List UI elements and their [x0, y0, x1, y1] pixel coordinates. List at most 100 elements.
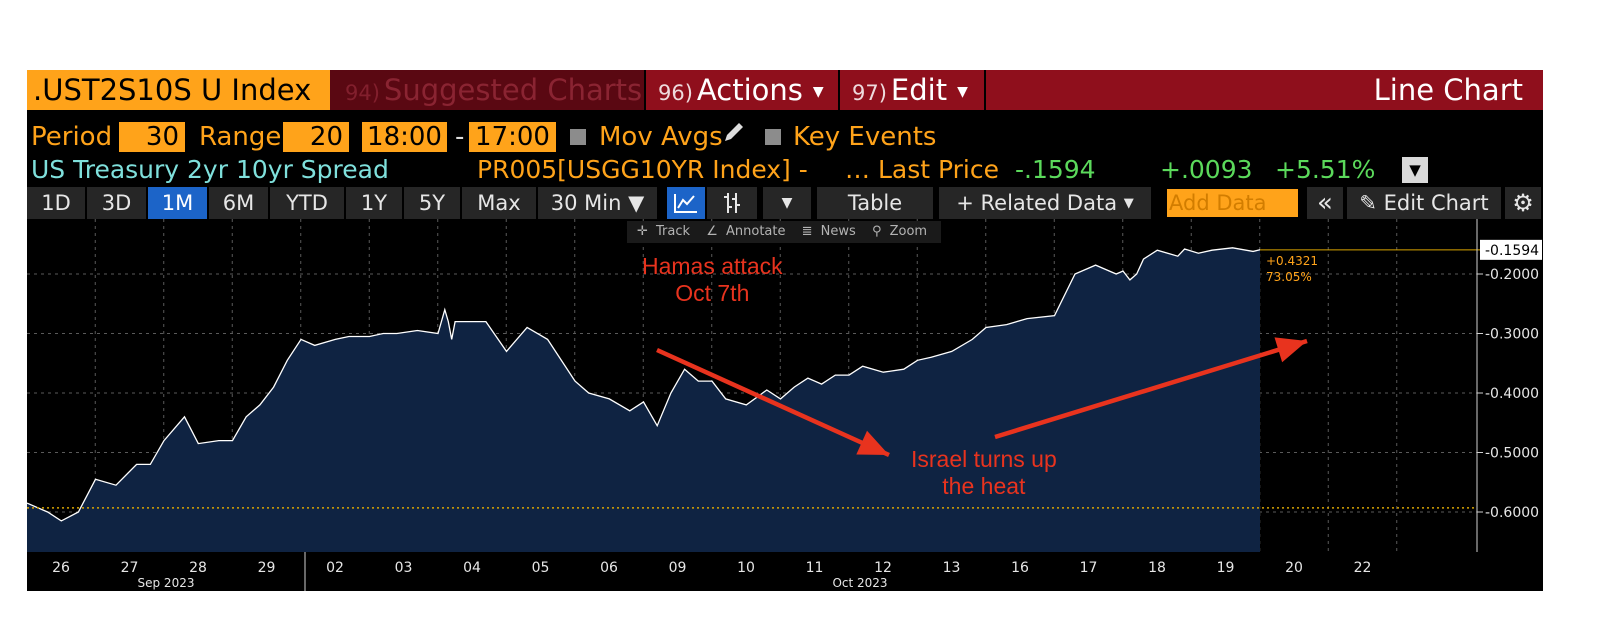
related-data-button[interactable]: + Related Data ▼ — [939, 187, 1153, 219]
key-events-label: Key Events — [793, 122, 937, 152]
arrow-down-head — [856, 430, 889, 455]
annotation-arrows — [656, 337, 1308, 458]
y-tick-label-0: -0.2000 — [1485, 267, 1539, 283]
x-tick-label-10: 10 — [737, 560, 755, 576]
period-button-1d[interactable]: 1D — [27, 187, 87, 219]
start-time-input[interactable]: 18:00 — [362, 122, 447, 152]
period-input[interactable]: 30 — [119, 122, 185, 152]
x-tick-label-6: 04 — [463, 560, 481, 576]
suggested-charts-button[interactable]: 94) Suggested Charts — [330, 70, 646, 110]
stat-change-label: +0.4321 — [1266, 254, 1318, 268]
stat-labels: +0.4321 73.05% — [1266, 254, 1318, 284]
period-button-6m[interactable]: 6M — [209, 187, 270, 219]
edit-menu[interactable]: 97) Edit ▼ — [842, 70, 986, 110]
x-tick-label-14: 16 — [1011, 560, 1029, 576]
title-bar: .UST2S10S U Index 94) Suggested Charts 96… — [27, 70, 1543, 110]
period-button-5y[interactable]: 5Y — [404, 187, 462, 219]
annotation-hamas-line2: Oct 7th — [675, 280, 750, 306]
news-button[interactable]: ≣ News — [801, 224, 856, 239]
edit-number: 97) — [852, 81, 887, 105]
edit-caret-icon: ▼ — [957, 84, 968, 100]
key-events-checkbox[interactable] — [765, 129, 781, 145]
track-button[interactable]: ✛ Track — [637, 224, 691, 239]
chart-style-dropdown-icon[interactable]: ▼ — [763, 187, 813, 219]
arrow-down — [656, 347, 890, 458]
x-tick-label-2: 28 — [189, 560, 207, 576]
suggested-charts-label: Suggested Charts — [383, 73, 643, 107]
related-data-caret-icon: ▼ — [1123, 196, 1134, 211]
chart-toolbar: 1D 3D 1M 6M YTD 1Y 5Y Max 30 Min ▼ ▼ Tab… — [27, 187, 1543, 219]
annotation-hamas-line1: Hamas attack — [642, 253, 783, 279]
spread-area — [27, 247, 1260, 553]
x-tick-label-7: 05 — [532, 560, 550, 576]
collapse-left-icon[interactable]: « — [1307, 187, 1345, 219]
y-tick-label-2: -0.4000 — [1485, 386, 1539, 402]
add-data-input[interactable]: Add Data — [1167, 189, 1298, 217]
edit-label: Edit — [890, 73, 948, 107]
annotate-label: Annotate — [726, 224, 786, 239]
x-tick-label-8: 06 — [600, 560, 618, 576]
time-separator: - — [455, 122, 465, 152]
settings-gear-icon[interactable]: ⚙ — [1505, 187, 1543, 219]
annotation-israel-heat: Israel turns up the heat — [911, 446, 1057, 500]
mini-toolbar: ✛ Track ∠ Annotate ≣ News ⚲ Zoom — [627, 221, 942, 243]
period-button-max[interactable]: Max — [462, 187, 538, 219]
edit-chart-label: Edit Chart — [1383, 191, 1489, 215]
period-button-3d[interactable]: 3D — [87, 187, 148, 219]
x-tick-label-16: 18 — [1148, 560, 1166, 576]
period-button-ytd[interactable]: YTD — [270, 187, 346, 219]
x-tick-label-17: 19 — [1217, 560, 1235, 576]
x-tick-label-13: 13 — [943, 560, 961, 576]
last-value-label: -0.1594 — [1485, 243, 1539, 259]
chart-canvas: -0.2000 -0.3000 -0.4000 -0.5000 -0.6000 -0.15… — [27, 219, 1543, 591]
zoom-button[interactable]: ⚲ Zoom — [871, 224, 928, 239]
actions-caret-icon: ▼ — [812, 84, 824, 100]
bar-chart-icon[interactable] — [707, 187, 759, 219]
x-tick-label-1: 27 — [121, 560, 139, 576]
y-axis: -0.2000 -0.3000 -0.4000 -0.5000 -0.6000 -0.15… — [1476, 219, 1542, 552]
net-change-value: +.0093 — [1160, 155, 1253, 184]
range-label: Range — [199, 122, 282, 152]
x-tick-label-19: 22 — [1354, 560, 1372, 576]
actions-number: 96) — [658, 81, 693, 105]
month-label-sep: Sep 2023 — [138, 576, 195, 590]
annotation-israel-line1: Israel turns up — [911, 446, 1057, 472]
x-tick-label-18: 20 — [1285, 560, 1303, 576]
month-label-oct: Oct 2023 — [832, 576, 887, 590]
end-time-input[interactable]: 17:00 — [469, 122, 556, 152]
annotation-hamas-attack: Hamas attack Oct 7th — [642, 253, 783, 307]
x-tick-label-9: 09 — [669, 560, 687, 576]
annotate-button[interactable]: ∠ Annotate — [706, 224, 786, 239]
line-chart-icon[interactable] — [667, 187, 707, 219]
interval-select[interactable]: 30 Min ▼ — [538, 187, 659, 219]
period-button-1y[interactable]: 1Y — [346, 187, 404, 219]
y-tick-label-1: -0.3000 — [1485, 327, 1539, 343]
edit-chart-button[interactable]: ✎ Edit Chart — [1347, 187, 1503, 219]
arrow-down-shaft — [656, 347, 890, 458]
arrow-up-head — [1274, 337, 1307, 363]
security-description: US Treasury 2yr 10yr Spread — [31, 155, 389, 184]
period-button-1m[interactable]: 1M — [148, 187, 209, 219]
chart-window: .UST2S10S U Index 94) Suggested Charts 96… — [27, 70, 1543, 591]
actions-menu[interactable]: 96) Actions ▼ — [648, 70, 840, 110]
x-tick-label-0: 26 — [52, 560, 70, 576]
arrow-up-shaft — [994, 338, 1308, 440]
last-value-badge — [1480, 239, 1542, 260]
x-axis-band — [27, 552, 1543, 591]
x-tick-label-3: 29 — [258, 560, 276, 576]
y-tick-label-4: -0.6000 — [1485, 505, 1539, 521]
table-button[interactable]: Table — [817, 187, 935, 219]
mov-avgs-label: Mov Avgs — [599, 122, 723, 152]
secondary-security[interactable]: PR005[USGG10YR Index] - — [477, 155, 808, 184]
x-tick-label-15: 17 — [1080, 560, 1098, 576]
price-field-label: … Last Price — [845, 155, 999, 184]
pencil-icon[interactable] — [721, 119, 747, 154]
related-data-label: + Related Data — [956, 191, 1118, 215]
mov-avgs-checkbox[interactable] — [570, 129, 586, 145]
x-tick-label-11: 11 — [806, 560, 824, 576]
spread-line — [27, 247, 1261, 522]
chart-area: -0.2000 -0.3000 -0.4000 -0.5000 -0.6000 -0.15… — [27, 219, 1543, 591]
ticker-field[interactable]: .UST2S10S U Index — [27, 70, 330, 110]
collapse-icon[interactable]: ▼ — [1402, 157, 1428, 183]
range-input[interactable]: 20 — [283, 122, 349, 152]
